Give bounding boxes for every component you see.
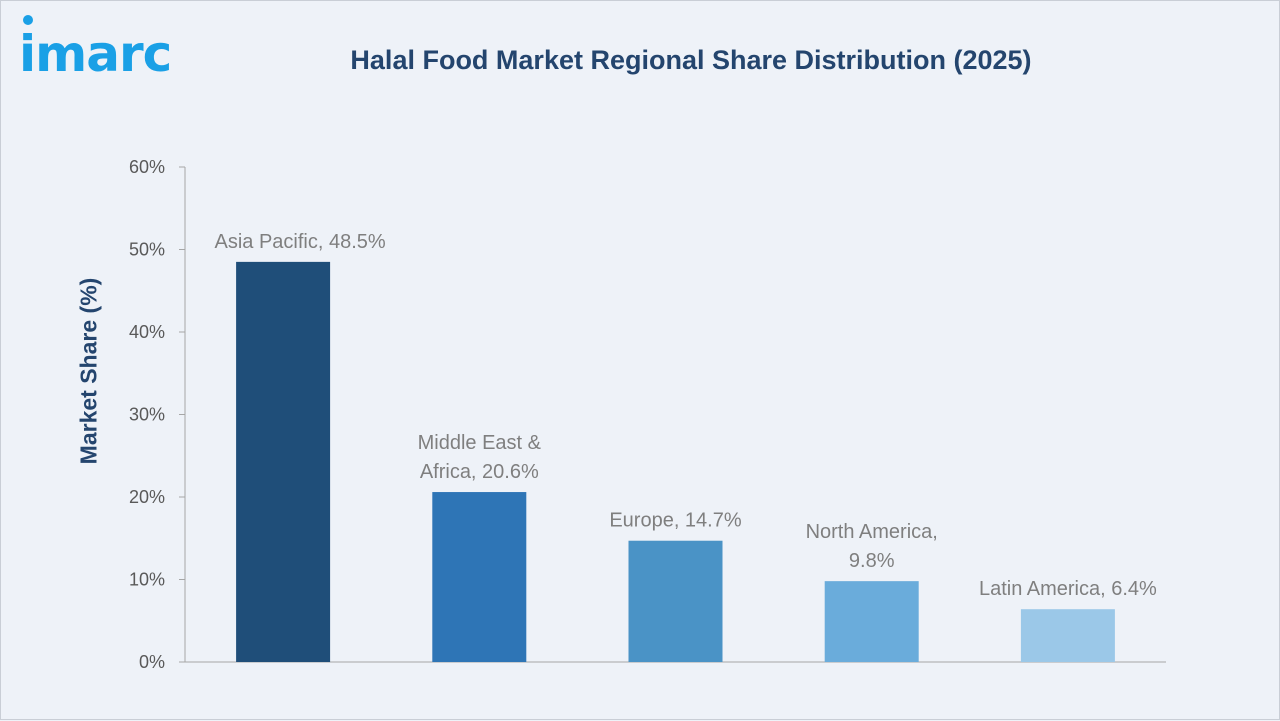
logo-text: imarc [19, 25, 172, 83]
bar [1020, 609, 1115, 662]
y-tick-label: 60% [129, 157, 165, 177]
data-label: Europe, 14.7% [609, 510, 742, 532]
data-label: Latin America, 6.4% [979, 578, 1157, 600]
bar [628, 540, 723, 662]
y-tick-label: 50% [129, 240, 165, 260]
data-label: Africa, 20.6% [420, 461, 539, 483]
data-label: 9.8% [849, 550, 895, 572]
y-tick-label: 10% [129, 570, 165, 590]
data-label: Asia Pacific, 48.5% [214, 231, 385, 253]
bar [824, 581, 919, 662]
bar [236, 261, 331, 662]
data-label: North America, [806, 521, 938, 543]
logo-dot [23, 15, 33, 25]
chart-title: Halal Food Market Regional Share Distrib… [350, 45, 1032, 75]
y-tick-label: 0% [139, 652, 165, 672]
y-tick-label: 30% [129, 405, 165, 425]
bar [432, 492, 527, 662]
y-tick-label: 20% [129, 487, 165, 507]
data-label: Middle East & [418, 432, 542, 454]
y-tick-label: 40% [129, 322, 165, 342]
imarc-logo: imarc [19, 15, 219, 85]
